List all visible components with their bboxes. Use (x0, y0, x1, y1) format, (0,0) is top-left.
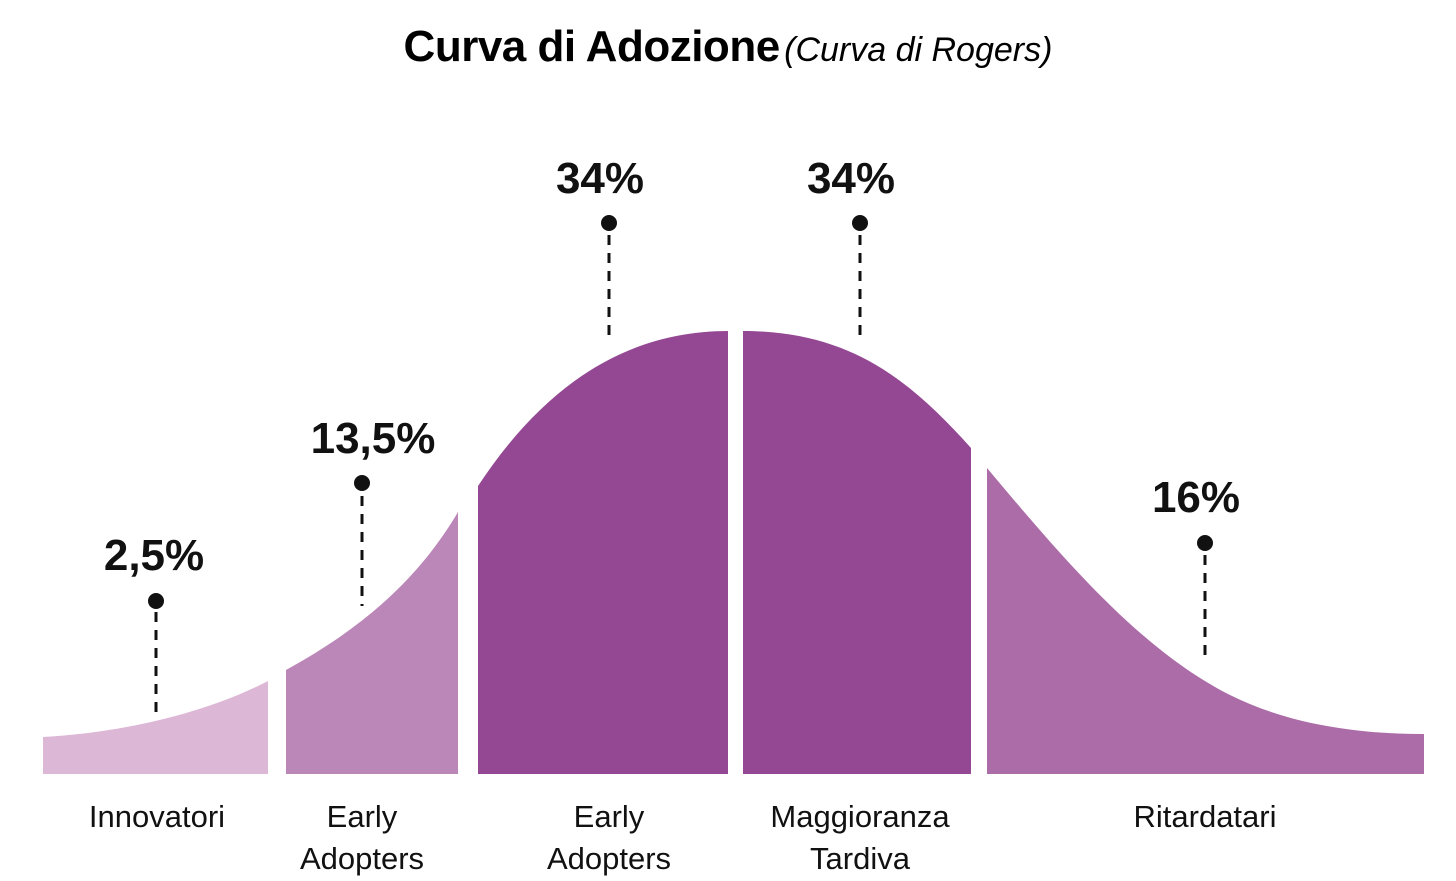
segment-early-adopters-2 (478, 331, 728, 774)
segment-ritardatari (987, 468, 1424, 774)
label-maggioranza-line1: Maggioranza (770, 799, 950, 834)
category-labels: Innovatori Early Adopters Early Adopters… (89, 799, 1277, 876)
percent-early-adopters-2: 34% (556, 154, 644, 203)
label-early-adopters-2-line2: Adopters (547, 841, 671, 876)
percent-labels: 2,5% 13,5% 34% 34% 16% (104, 154, 1240, 580)
leader-dots (148, 215, 1213, 609)
percent-maggioranza: 34% (807, 154, 895, 203)
leader-dot-maggioranza (852, 215, 868, 231)
curve-segments (43, 331, 1424, 774)
diagram-title: Curva di Adozione (Curva di Rogers) (0, 22, 1456, 72)
leader-dot-innovatori (148, 593, 164, 609)
percent-ritardatari: 16% (1152, 473, 1240, 522)
leader-dot-ritardatari (1197, 535, 1213, 551)
percent-early-adopters-1: 13,5% (311, 414, 436, 463)
segment-early-adopters-1 (286, 512, 458, 774)
segment-maggioranza (743, 331, 971, 774)
percent-innovatori: 2,5% (104, 531, 204, 580)
title-main: Curva di Adozione (403, 22, 781, 71)
label-innovatori: Innovatori (89, 799, 225, 834)
label-early-adopters-2-line1: Early (574, 799, 645, 834)
leader-lines (154, 235, 1207, 720)
title-sub: (Curva di Rogers) (784, 31, 1053, 69)
label-early-adopters-1-line2: Adopters (300, 841, 424, 876)
leader-dot-early-adopters-1 (354, 475, 370, 491)
leader-dot-early-adopters-2 (601, 215, 617, 231)
label-ritardatari: Ritardatari (1134, 799, 1277, 834)
segment-innovatori (43, 681, 268, 774)
label-maggioranza-line2: Tardiva (810, 841, 911, 876)
label-early-adopters-1-line1: Early (327, 799, 398, 834)
